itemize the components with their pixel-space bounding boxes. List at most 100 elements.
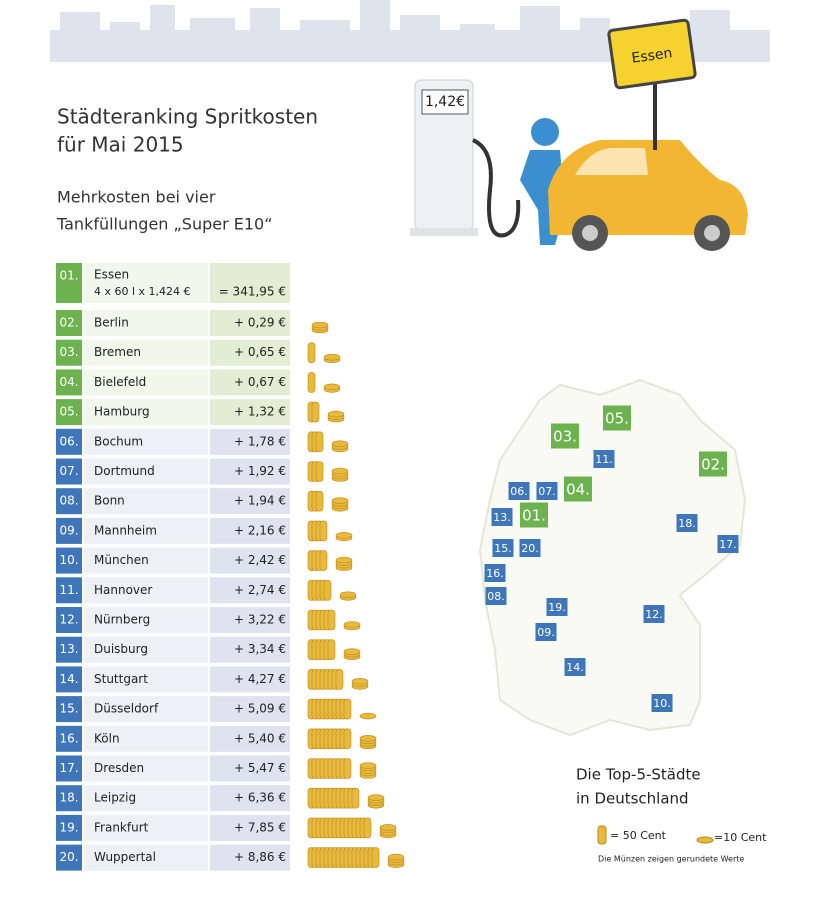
coin-10 xyxy=(359,734,377,742)
sign-text: Essen xyxy=(631,45,674,67)
map-label: 02. xyxy=(701,456,725,474)
map-label: 16. xyxy=(486,567,504,580)
city-cell xyxy=(84,488,208,515)
pump-illustration xyxy=(410,18,748,251)
rank: 13. xyxy=(59,642,78,656)
value: + 1,94 € xyxy=(234,494,286,508)
rank-box xyxy=(56,785,82,812)
coin-50 xyxy=(311,401,320,423)
map-label: 13. xyxy=(493,511,511,524)
map-label: 10. xyxy=(653,697,671,710)
legend xyxy=(597,825,714,845)
value-cell xyxy=(210,488,290,515)
rank: 06. xyxy=(59,434,78,448)
value-cell xyxy=(210,428,290,455)
city-cell xyxy=(84,696,208,723)
coin-50 xyxy=(315,490,324,512)
rank: 07. xyxy=(59,464,78,478)
value: + 0,67 € xyxy=(234,375,286,389)
legend-big: = 50 Cent xyxy=(610,829,667,842)
value-cell xyxy=(210,785,290,812)
city-cell xyxy=(84,755,208,782)
map-label: 09. xyxy=(537,626,555,639)
rank-box xyxy=(56,369,82,396)
city-cell xyxy=(84,785,208,812)
map-marker xyxy=(603,405,631,431)
coin-10 xyxy=(339,591,357,599)
city: Hamburg xyxy=(94,405,150,419)
coin-10 xyxy=(359,712,377,720)
city-cell xyxy=(84,399,208,426)
city: Düsseldorf xyxy=(94,702,159,716)
city: Bremen xyxy=(94,345,141,359)
value-cell xyxy=(210,814,290,841)
map-label: 03. xyxy=(553,428,577,446)
city-cell xyxy=(84,725,208,752)
rank: 20. xyxy=(59,850,78,864)
rank-box xyxy=(56,636,82,663)
value-cell xyxy=(210,517,290,544)
map-label: 20. xyxy=(521,542,539,555)
map-label: 01. xyxy=(522,507,546,525)
formula: 4 x 60 l x 1,424 € xyxy=(94,285,191,298)
value: + 3,34 € xyxy=(234,642,286,656)
city-cell xyxy=(84,814,208,841)
rank: 04. xyxy=(59,375,78,389)
value-cell xyxy=(210,755,290,782)
map-caption: in Deutschland xyxy=(576,790,689,808)
legend-note: Die Münzen zeigen gerundete Werte xyxy=(598,855,744,864)
map-marker xyxy=(564,476,592,502)
rank-box xyxy=(56,725,82,752)
rank-box xyxy=(56,696,82,723)
rank-box xyxy=(56,339,82,366)
city: Wuppertal xyxy=(94,850,156,864)
map-label: 17. xyxy=(719,538,737,551)
value: + 2,42 € xyxy=(234,553,286,567)
coin-10 xyxy=(323,353,341,361)
rank: 17. xyxy=(59,761,78,775)
title: Städteranking Spritkosten xyxy=(57,105,318,129)
city: München xyxy=(94,553,149,567)
city-cell xyxy=(84,844,208,871)
city: Stuttgart xyxy=(94,672,148,686)
value-cell xyxy=(210,547,290,574)
rank-box xyxy=(56,428,82,455)
value: + 1,78 € xyxy=(234,434,286,448)
city: Nürnberg xyxy=(94,613,150,627)
map-caption: Die Top-5-Städte xyxy=(576,766,701,784)
coin-10 xyxy=(351,678,369,685)
map-marker xyxy=(491,508,513,526)
rank-box xyxy=(56,814,82,841)
pump-price: 1,42€ xyxy=(425,94,465,110)
map-label: 11. xyxy=(595,453,613,466)
rank-box xyxy=(56,607,82,633)
city-cell xyxy=(84,263,208,303)
coin-10 xyxy=(343,648,361,656)
value-cell xyxy=(210,399,290,426)
value: + 5,09 € xyxy=(234,702,286,716)
map-label: 19. xyxy=(548,601,566,614)
value: + 0,29 € xyxy=(234,316,286,330)
coin-10 xyxy=(323,383,341,391)
city-cell xyxy=(84,547,208,574)
value-cell xyxy=(210,369,290,396)
coin-10 xyxy=(335,556,353,564)
map-label: 18. xyxy=(678,517,696,530)
rank-box xyxy=(56,577,82,604)
coin-50 xyxy=(343,728,352,750)
map-marker xyxy=(535,623,557,641)
city-cell xyxy=(84,636,208,663)
rank: 03. xyxy=(59,345,78,359)
map-marker xyxy=(519,539,541,557)
legend-small: =10 Cent xyxy=(714,831,767,844)
map-marker xyxy=(717,535,739,553)
coin-50 xyxy=(351,787,360,809)
coin-50 xyxy=(371,847,380,868)
value: + 5,40 € xyxy=(234,731,286,745)
rank: 14. xyxy=(59,672,78,686)
rank: 16. xyxy=(59,731,78,745)
city-cell xyxy=(84,369,208,396)
map-marker xyxy=(520,502,548,528)
city: Bonn xyxy=(94,494,125,508)
